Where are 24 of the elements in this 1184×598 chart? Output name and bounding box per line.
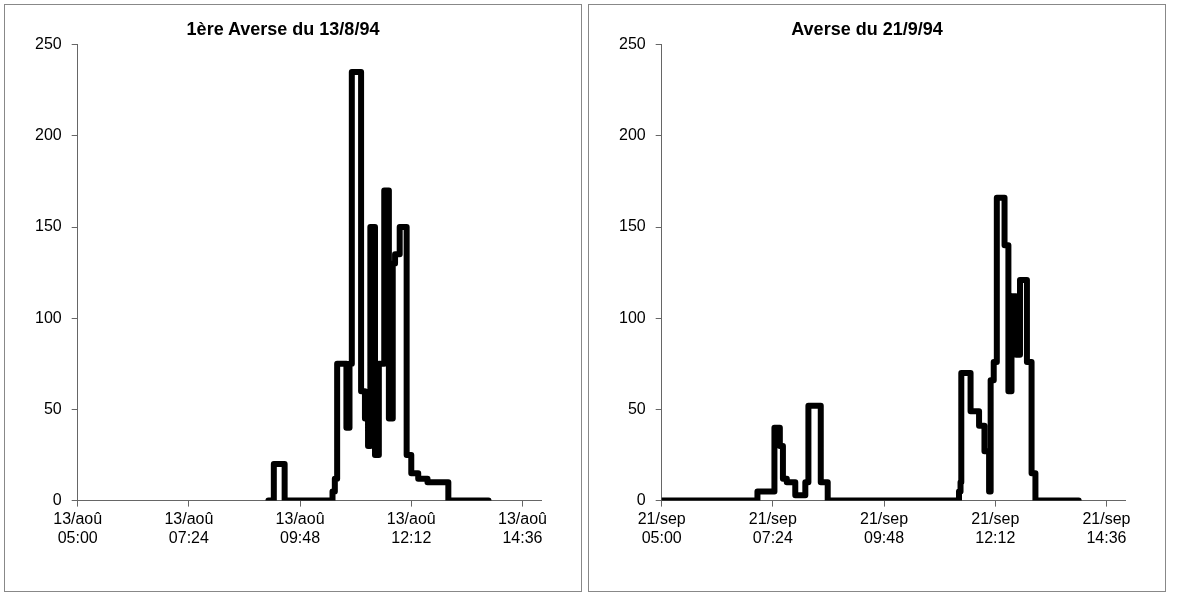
y-tick-label: 50 bbox=[627, 399, 646, 417]
y-tick-label: 250 bbox=[618, 35, 646, 53]
y-tick-label: 100 bbox=[618, 308, 646, 326]
x-tick-label: 13/aoû 09:48 bbox=[275, 509, 325, 546]
x-tick-label: 21/sep 09:48 bbox=[860, 509, 909, 546]
x-tick-label: 13/aoû 07:24 bbox=[164, 509, 214, 546]
x-tick-label: 13/aoû 12:12 bbox=[386, 509, 436, 546]
x-tick-label: 21/sep 05:00 bbox=[637, 509, 686, 546]
chart-title: 1ère Averse du 13/8/94 bbox=[186, 18, 380, 39]
y-tick-label: 50 bbox=[43, 399, 62, 417]
x-tick-label: 21/sep 07:24 bbox=[748, 509, 798, 546]
x-tick-label: 21/sep 14:36 bbox=[1082, 509, 1131, 546]
x-tick-label: 13/aoû 14:36 bbox=[498, 509, 547, 546]
chart-title: Averse du 21/9/94 bbox=[791, 18, 943, 39]
y-tick-label: 0 bbox=[636, 491, 646, 509]
y-tick-label: 100 bbox=[34, 308, 62, 326]
y-tick-label: 250 bbox=[34, 35, 62, 53]
y-tick-label: 200 bbox=[618, 126, 646, 144]
y-tick-label: 150 bbox=[34, 217, 62, 235]
x-tick-label: 21/sep 12:12 bbox=[971, 509, 1020, 546]
y-tick-label: 150 bbox=[618, 217, 646, 235]
x-tick-label: 13/aoû 05:00 bbox=[53, 509, 103, 546]
y-tick-label: 0 bbox=[52, 491, 62, 509]
y-tick-label: 200 bbox=[34, 126, 62, 144]
